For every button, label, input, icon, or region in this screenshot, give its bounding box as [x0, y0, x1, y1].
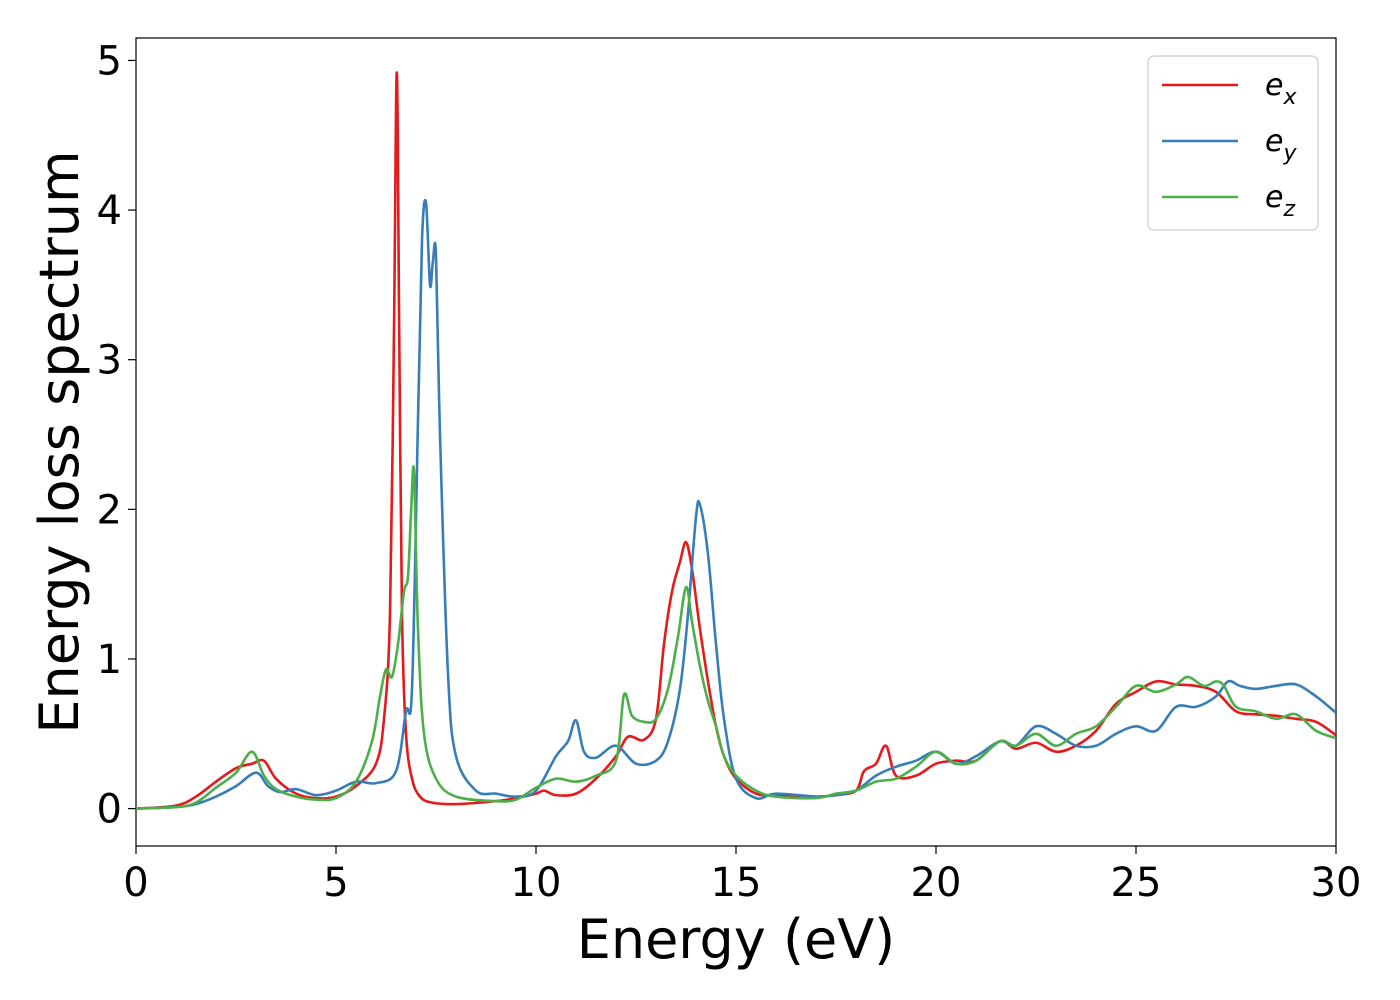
y-tick-label: 5 [97, 38, 122, 84]
series-layer [136, 71, 1336, 810]
x-tick-label: 10 [511, 860, 562, 906]
x-tick-label: 5 [323, 860, 348, 906]
y-tick-label: 3 [97, 338, 122, 384]
y-tick-label: 1 [97, 637, 122, 683]
y-tick-label: 0 [97, 787, 122, 833]
x-axis-title: Energy (eV) [577, 908, 896, 971]
y-tick-label: 2 [97, 487, 122, 533]
legend-label-ez: ez [1265, 180, 1295, 222]
legend-box [1147, 55, 1319, 231]
x-tick-label: 15 [711, 860, 762, 906]
x-tick-label: 0 [123, 860, 148, 906]
x-tick-label: 25 [1111, 860, 1162, 906]
series-line-ex [136, 71, 1336, 810]
y-tick-label: 4 [97, 188, 122, 234]
legend: ex ey ez [1147, 55, 1319, 231]
y-axis: 0 1 2 3 4 5 [97, 38, 136, 833]
legend-label-ex: ex [1265, 68, 1297, 110]
series-line-ey [136, 198, 1336, 810]
legend-label-ey: ey [1265, 124, 1297, 166]
x-tick-label: 30 [1311, 860, 1362, 906]
y-axis-title: Energy loss spectrum [28, 150, 91, 733]
series-line-ez [136, 465, 1336, 810]
x-axis: 0 5 10 15 20 25 30 [123, 846, 1361, 906]
x-tick-label: 20 [911, 860, 962, 906]
